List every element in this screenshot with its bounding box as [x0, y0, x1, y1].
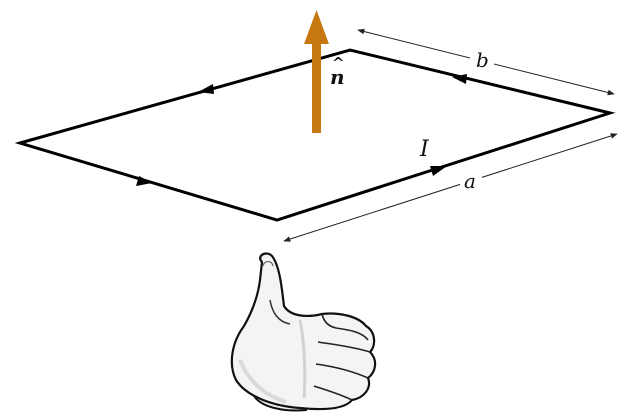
side-b-label: b: [476, 48, 489, 72]
label-a-backdrop: [460, 170, 482, 194]
dimension-line-a: [283, 133, 618, 242]
normal-vector-label: n: [330, 65, 345, 89]
current-arrow-front-left: [136, 176, 152, 186]
normal-vector-arrow: [304, 10, 329, 133]
thumbs-up-hand-icon: [230, 252, 377, 412]
current-arrow-back-left: [198, 84, 214, 94]
current-arrow-front-right: [430, 166, 447, 176]
label-b-backdrop: [470, 50, 494, 72]
current-loop: [14, 48, 616, 222]
normal-hat-symbol: ^: [332, 54, 345, 72]
current-label: I: [419, 137, 430, 162]
side-a-label: a: [464, 169, 476, 193]
